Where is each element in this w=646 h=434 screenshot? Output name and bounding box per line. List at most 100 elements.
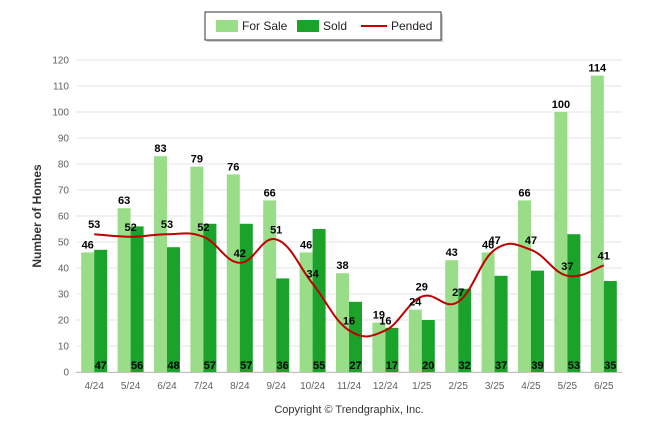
bar-for-sale[interactable] [299,252,313,372]
bar-for-sale[interactable] [190,166,204,372]
data-label-for-sale: 114 [588,63,607,75]
y-tick-label: 20 [58,316,70,327]
data-label-for-sale: 83 [154,143,166,155]
bars [81,75,617,372]
data-label-for-sale: 76 [227,161,239,173]
x-tick-label: 9/24 [266,381,286,392]
legend-box [204,11,442,41]
bar-for-sale[interactable] [445,260,459,372]
data-label-pended: 16 [343,315,355,327]
data-label-sold: 56 [131,360,143,372]
data-label-sold: 32 [459,360,471,372]
data-label-pended: 34 [306,269,319,281]
bar-sold[interactable] [312,229,326,372]
data-label-sold: 48 [167,360,179,372]
bar-sold[interactable] [167,247,180,372]
bar-for-sale[interactable] [154,156,167,372]
data-label-pended: 51 [270,224,282,236]
y-tick-label: 40 [58,264,70,275]
y-tick-label: 100 [52,108,69,119]
bar-sold[interactable] [531,270,544,372]
data-label-sold: 53 [568,360,580,372]
x-tick-label: 10/24 [300,381,325,392]
data-label-for-sale: 63 [118,195,130,207]
bar-sold[interactable] [458,288,472,372]
x-tick-label: 6/25 [594,381,614,392]
x-tick-label: 3/25 [485,381,505,392]
x-tick-label: 8/24 [230,381,250,392]
bar-for-sale[interactable] [554,112,568,372]
bar-sold[interactable] [94,249,108,372]
data-label-for-sale: 66 [518,187,530,199]
y-tick-label: 80 [58,160,70,171]
data-label-pended: 37 [561,261,573,273]
y-tick-label: 10 [58,342,70,353]
legend: For Sale Sold Pended [204,11,443,42]
data-label-for-sale: 38 [336,260,348,272]
legend-swatch [216,20,238,32]
bar-sold[interactable] [239,223,253,372]
x-tick-label: 7/24 [194,381,214,392]
y-tick-label: 110 [53,82,69,93]
bar-for-sale[interactable] [117,208,131,372]
y-tick-label: 0 [63,368,69,379]
x-tick-label: 4/25 [521,381,541,392]
data-label-sold: 39 [531,360,543,372]
data-labels: 4647635683487957765766364655382719172420… [82,63,617,372]
x-tick-label: 6/24 [157,381,177,392]
y-axis-title: Number of Homes [30,164,44,268]
y-tick-label: 120 [52,56,69,67]
bar-sold[interactable] [567,234,581,372]
data-label-for-sale: 19 [373,310,385,322]
bar-for-sale[interactable] [336,273,349,372]
y-tick-label: 50 [58,238,70,249]
data-label-sold: 27 [349,360,361,372]
bar-for-sale[interactable] [408,309,422,372]
bar-sold[interactable] [130,226,144,372]
bar-sold[interactable] [203,223,217,372]
x-tick-label: 5/25 [558,381,578,392]
x-tick-label: 2/25 [448,381,468,392]
y-tick-label: 90 [58,134,70,145]
data-label-sold: 57 [204,360,216,372]
data-label-sold: 57 [240,360,252,372]
bar-for-sale[interactable] [590,75,604,372]
data-label-pended: 53 [88,219,100,231]
data-label-for-sale: 66 [264,187,276,199]
bar-sold[interactable] [349,301,362,372]
y-tick-label: 70 [58,186,70,197]
copyright-credit: Copyright © Trendgraphix, Inc. [274,404,423,416]
legend-item-label[interactable]: For Sale [242,19,288,33]
data-label-for-sale: 24 [409,297,422,309]
bar-for-sale[interactable] [226,174,240,372]
data-label-pended: 16 [379,315,391,327]
data-label-for-sale: 100 [552,99,570,111]
bar-for-sale[interactable] [81,252,95,372]
bar-sold[interactable] [276,278,290,372]
data-label-sold: 47 [95,360,107,372]
data-label-pended: 52 [197,222,209,234]
bar-for-sale[interactable] [481,252,495,372]
data-label-sold: 20 [422,360,434,372]
legend-swatch [297,20,319,32]
x-tick-label: 4/24 [84,381,104,392]
data-label-for-sale: 46 [482,239,494,251]
y-tick-label: 30 [58,290,70,301]
x-tick-label: 5/24 [121,381,141,392]
data-label-sold: 37 [495,360,507,372]
bar-for-sale[interactable] [263,200,277,372]
x-tick-label: 1/25 [412,381,432,392]
legend-item-label[interactable]: Sold [323,19,347,33]
bar-for-sale[interactable] [372,322,386,372]
bar-sold[interactable] [494,275,508,372]
legend-item-label[interactable]: Pended [391,19,432,33]
data-label-pended: 47 [488,235,500,247]
bar-for-sale[interactable] [518,200,531,372]
bar-sold[interactable] [603,281,617,372]
bar-sold[interactable] [385,327,399,372]
x-tick-label: 11/24 [337,381,362,392]
bar-sold[interactable] [421,320,435,372]
data-label-sold: 35 [604,360,616,372]
line-pended[interactable] [94,232,605,338]
